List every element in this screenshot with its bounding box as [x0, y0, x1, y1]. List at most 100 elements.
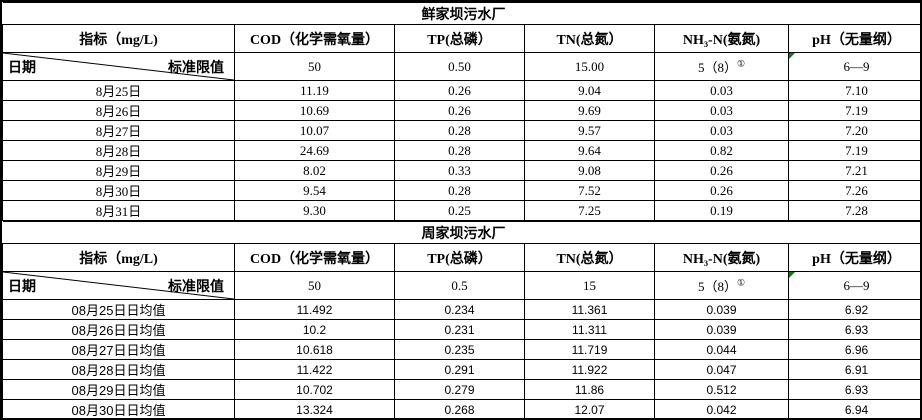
value-cell-nh3n[interactable]: 0.039 — [654, 319, 789, 340]
column-header-ph[interactable]: pH（无量纲） — [788, 243, 920, 272]
standard-limit-cell-nh3n[interactable]: 5（8）① — [654, 271, 789, 300]
date-standard-corner-cell[interactable]: 日期 标准限值 — [2, 52, 235, 81]
value-cell-ph[interactable]: 7.28 — [788, 200, 920, 221]
plant-title[interactable]: 周家坝污水厂 — [2, 221, 920, 244]
value-cell-ph[interactable]: 7.21 — [788, 160, 920, 181]
value-cell-nh3n[interactable]: 0.19 — [654, 200, 789, 221]
value-cell-tn[interactable]: 9.08 — [524, 160, 655, 181]
value-cell-tn[interactable]: 7.52 — [524, 180, 655, 201]
value-cell-nh3n[interactable]: 0.047 — [654, 359, 789, 380]
value-cell-cod[interactable]: 10.618 — [234, 339, 395, 360]
value-cell-nh3n[interactable]: 0.042 — [654, 399, 789, 418]
value-cell-ph[interactable]: 7.26 — [788, 180, 920, 201]
value-cell-tp[interactable]: 0.234 — [394, 299, 525, 320]
standard-limit-cell-tn[interactable]: 15.00 — [524, 52, 655, 81]
date-cell[interactable]: 8月26日 — [2, 100, 235, 121]
value-cell-cod[interactable]: 10.07 — [234, 120, 395, 141]
value-cell-tn[interactable]: 9.69 — [524, 100, 655, 121]
value-cell-tp[interactable]: 0.268 — [394, 399, 525, 418]
column-header-tp[interactable]: TP(总磷） — [394, 24, 525, 53]
value-cell-tn[interactable]: 11.922 — [524, 359, 655, 380]
date-cell[interactable]: 8月25日 — [2, 80, 235, 101]
value-cell-ph[interactable]: 6.91 — [788, 359, 920, 380]
column-header-tp[interactable]: TP(总磷） — [394, 243, 525, 272]
standard-limit-cell-tp[interactable]: 0.50 — [394, 52, 525, 81]
standard-limit-cell-tp[interactable]: 0.5 — [394, 271, 525, 300]
date-cell[interactable]: 8月28日 — [2, 140, 235, 161]
value-cell-ph[interactable]: 7.20 — [788, 120, 920, 141]
value-cell-tp[interactable]: 0.26 — [394, 100, 525, 121]
indicator-unit-header-cell[interactable]: 指标（mg/L) — [2, 24, 235, 53]
value-cell-nh3n[interactable]: 0.82 — [654, 140, 789, 161]
value-cell-tn[interactable]: 9.04 — [524, 80, 655, 101]
value-cell-ph[interactable]: 6.94 — [788, 399, 920, 418]
value-cell-ph[interactable]: 6.93 — [788, 319, 920, 340]
date-cell[interactable]: 08月30日日均值 — [2, 399, 235, 418]
value-cell-cod[interactable]: 11.492 — [234, 299, 395, 320]
value-cell-cod[interactable]: 9.30 — [234, 200, 395, 221]
value-cell-tp[interactable]: 0.28 — [394, 140, 525, 161]
value-cell-cod[interactable]: 10.69 — [234, 100, 395, 121]
value-cell-tn[interactable]: 9.64 — [524, 140, 655, 161]
value-cell-tp[interactable]: 0.28 — [394, 180, 525, 201]
column-header-cod[interactable]: COD（化学需氧量） — [234, 24, 395, 53]
value-cell-ph[interactable]: 6.92 — [788, 299, 920, 320]
date-cell[interactable]: 8月30日 — [2, 180, 235, 201]
column-header-nh3n[interactable]: NH₃-N(氨氮) — [654, 24, 789, 53]
date-cell[interactable]: 08月25日日均值 — [2, 299, 235, 320]
value-cell-nh3n[interactable]: 0.26 — [654, 180, 789, 201]
value-cell-cod[interactable]: 9.54 — [234, 180, 395, 201]
value-cell-nh3n[interactable]: 0.03 — [654, 80, 789, 101]
date-standard-corner-cell[interactable]: 日期 标准限值 — [2, 271, 235, 300]
column-header-tn[interactable]: TN(总氮） — [524, 24, 655, 53]
value-cell-tp[interactable]: 0.291 — [394, 359, 525, 380]
value-cell-tn[interactable]: 11.86 — [524, 379, 655, 400]
value-cell-ph[interactable]: 7.19 — [788, 100, 920, 121]
value-cell-tp[interactable]: 0.25 — [394, 200, 525, 221]
date-cell[interactable]: 08月26日日均值 — [2, 319, 235, 340]
date-cell[interactable]: 08月29日日均值 — [2, 379, 235, 400]
value-cell-cod[interactable]: 11.422 — [234, 359, 395, 380]
value-cell-tn[interactable]: 11.361 — [524, 299, 655, 320]
value-cell-ph[interactable]: 7.10 — [788, 80, 920, 101]
value-cell-cod[interactable]: 11.19 — [234, 80, 395, 101]
indicator-unit-header-cell[interactable]: 指标（mg/L) — [2, 243, 235, 272]
column-header-ph[interactable]: pH（无量纲） — [788, 24, 920, 53]
date-cell[interactable]: 08月27日日均值 — [2, 339, 235, 360]
standard-limit-cell-cod[interactable]: 50 — [234, 52, 395, 81]
value-cell-cod[interactable]: 10.702 — [234, 379, 395, 400]
value-cell-tn[interactable]: 12.07 — [524, 399, 655, 418]
value-cell-tp[interactable]: 0.28 — [394, 120, 525, 141]
column-header-cod[interactable]: COD（化学需氧量） — [234, 243, 395, 272]
value-cell-tn[interactable]: 11.311 — [524, 319, 655, 340]
column-header-tn[interactable]: TN(总氮） — [524, 243, 655, 272]
standard-limit-cell-ph[interactable]: 6—9 — [788, 52, 920, 81]
value-cell-ph[interactable]: 6.96 — [788, 339, 920, 360]
value-cell-cod[interactable]: 8.02 — [234, 160, 395, 181]
value-cell-tp[interactable]: 0.235 — [394, 339, 525, 360]
date-cell[interactable]: 8月31日 — [2, 200, 235, 221]
value-cell-cod[interactable]: 10.2 — [234, 319, 395, 340]
value-cell-nh3n[interactable]: 0.044 — [654, 339, 789, 360]
value-cell-tp[interactable]: 0.26 — [394, 80, 525, 101]
date-cell[interactable]: 8月27日 — [2, 120, 235, 141]
column-header-nh3n[interactable]: NH₃-N(氨氮) — [654, 243, 789, 272]
date-cell[interactable]: 8月29日 — [2, 160, 235, 181]
value-cell-tp[interactable]: 0.33 — [394, 160, 525, 181]
standard-limit-cell-ph[interactable]: 6—9 — [788, 271, 920, 300]
date-cell[interactable]: 08月28日日均值 — [2, 359, 235, 380]
value-cell-nh3n[interactable]: 0.039 — [654, 299, 789, 320]
value-cell-cod[interactable]: 13.324 — [234, 399, 395, 418]
value-cell-ph[interactable]: 7.19 — [788, 140, 920, 161]
value-cell-cod[interactable]: 24.69 — [234, 140, 395, 161]
plant-title[interactable]: 鲜家坝污水厂 — [2, 2, 920, 25]
value-cell-tn[interactable]: 9.57 — [524, 120, 655, 141]
value-cell-tn[interactable]: 11.719 — [524, 339, 655, 360]
value-cell-tp[interactable]: 0.231 — [394, 319, 525, 340]
value-cell-nh3n[interactable]: 0.03 — [654, 120, 789, 141]
standard-limit-cell-tn[interactable]: 15 — [524, 271, 655, 300]
value-cell-nh3n[interactable]: 0.512 — [654, 379, 789, 400]
value-cell-tn[interactable]: 7.25 — [524, 200, 655, 221]
value-cell-ph[interactable]: 6.93 — [788, 379, 920, 400]
value-cell-tp[interactable]: 0.279 — [394, 379, 525, 400]
